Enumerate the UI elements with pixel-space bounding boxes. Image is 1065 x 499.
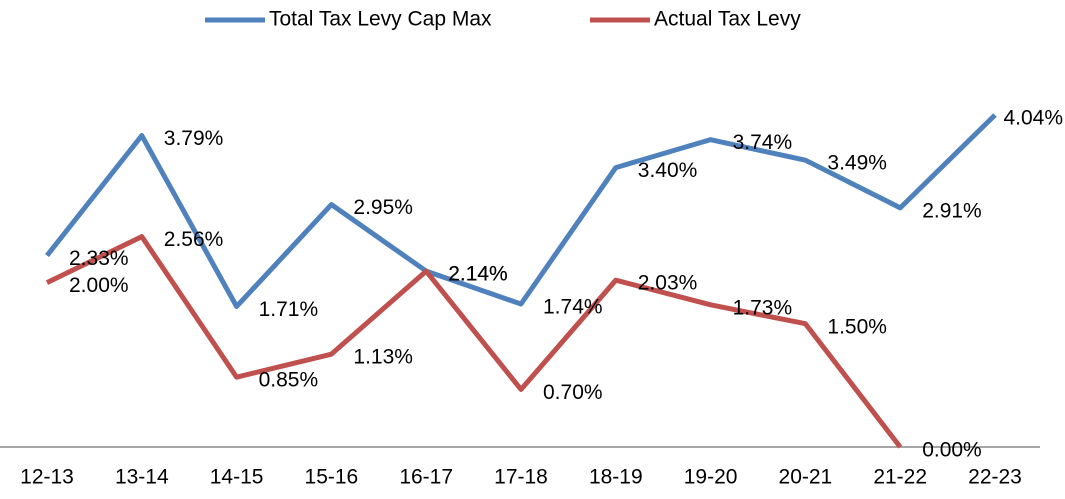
data-label: 2.00%: [69, 274, 129, 297]
data-label: 0.85%: [259, 369, 319, 392]
data-label: 2.14%: [448, 263, 508, 286]
data-label: 3.40%: [638, 159, 698, 182]
x-tick-label: 12-13: [20, 466, 74, 489]
x-tick-label: 19-20: [684, 466, 738, 489]
data-label: 1.73%: [733, 296, 793, 319]
x-tick-label: 14-15: [210, 466, 264, 489]
x-tick-label: 22-23: [968, 466, 1022, 489]
x-tick-label: 13-14: [115, 466, 169, 489]
data-label: 2.33%: [69, 247, 129, 270]
data-label: 3.79%: [164, 127, 224, 150]
data-label: 2.56%: [164, 228, 224, 251]
legend-label: Total Tax Levy Cap Max: [269, 8, 492, 31]
data-label: 2.91%: [922, 199, 982, 222]
legend-label: Actual Tax Levy: [654, 8, 801, 31]
data-label: 1.74%: [543, 296, 603, 319]
x-tick-label: 18-19: [589, 466, 643, 489]
series-line: [45, 113, 997, 309]
x-tick-label: 20-21: [779, 466, 833, 489]
data-label: 2.95%: [353, 196, 413, 219]
data-label: 1.13%: [353, 346, 413, 369]
data-label: 0.70%: [543, 381, 603, 404]
x-tick-label: 16-17: [399, 466, 453, 489]
x-tick-label: 17-18: [494, 466, 548, 489]
x-tick-label: 15-16: [305, 466, 359, 489]
data-label: 0.00%: [922, 439, 982, 462]
data-label: 2.14%: [448, 263, 508, 286]
data-label: 3.74%: [733, 131, 793, 154]
data-label: 3.49%: [827, 152, 887, 175]
data-label: 1.71%: [259, 298, 319, 321]
data-label: 2.03%: [638, 272, 698, 295]
x-tick-label: 21-22: [873, 466, 927, 489]
series-line: [45, 234, 903, 449]
data-label: 1.50%: [827, 315, 887, 338]
data-label: 4.04%: [1003, 107, 1063, 130]
